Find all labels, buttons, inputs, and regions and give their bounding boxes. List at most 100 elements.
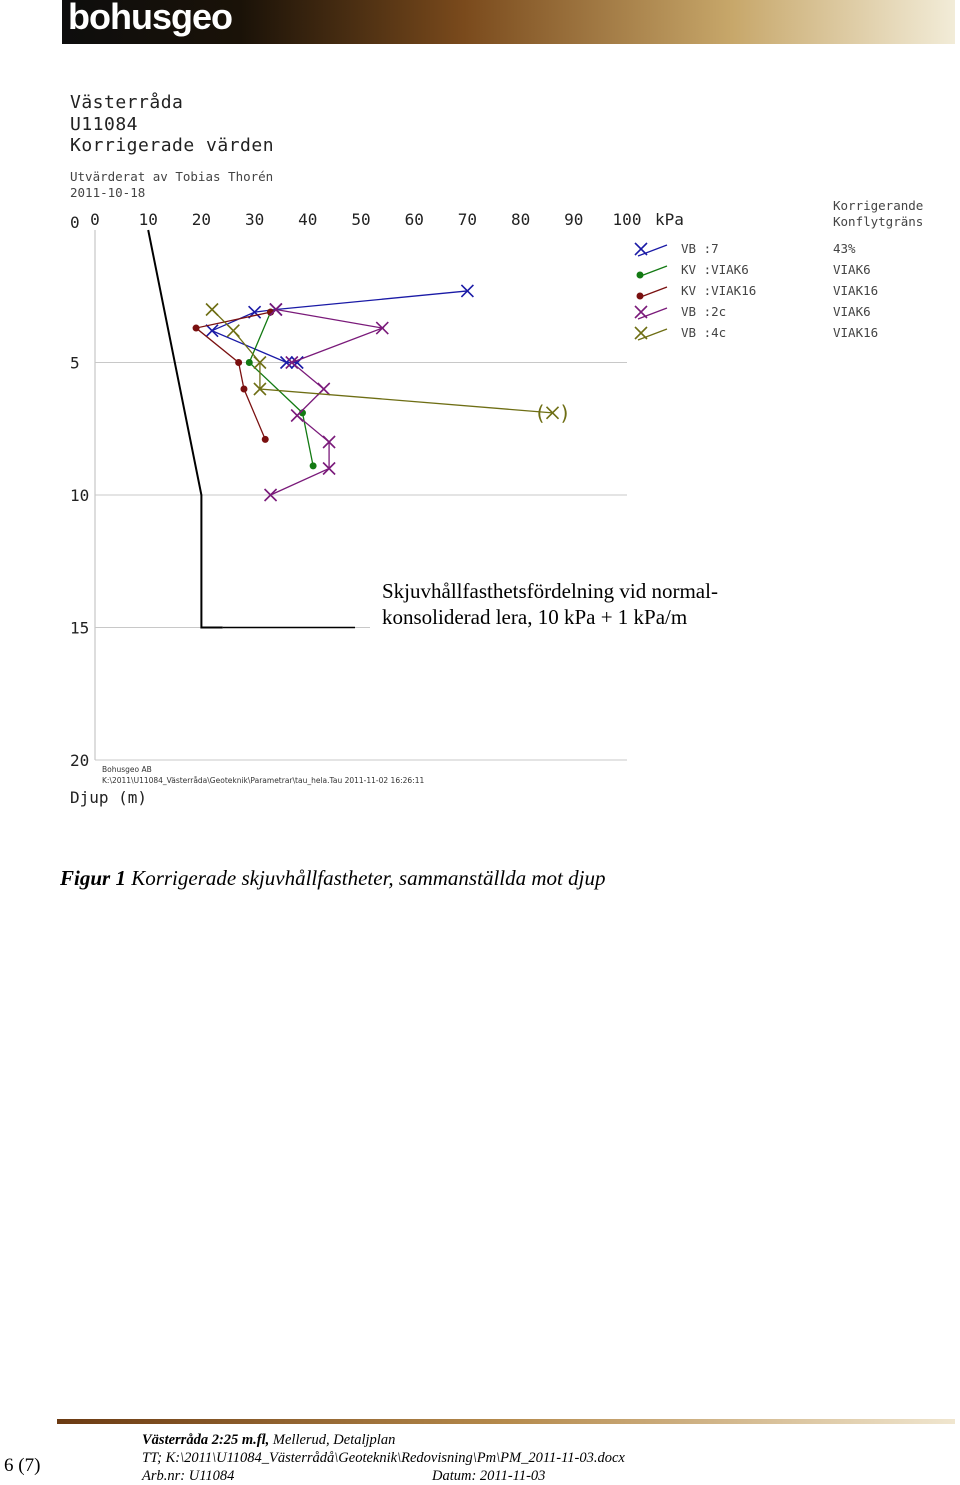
data-point-x-marker [269, 302, 283, 317]
footer-project-place: Mellerud, Detaljplan [272, 1432, 396, 1448]
legend-correction: VIAK16 [833, 283, 878, 298]
data-point-x-marker [263, 488, 278, 502]
x-tick-label: 0 [90, 210, 100, 229]
data-point-dot-marker [192, 324, 200, 332]
data-point-x-marker [322, 461, 336, 476]
legend-line [637, 328, 668, 341]
x-unit-label: kPa [655, 210, 684, 229]
evaluated-by: Utvärderat av Tobias Thorén [70, 169, 274, 184]
x-tick-label: 20 [192, 210, 211, 229]
bracket-left: ( [537, 401, 545, 425]
data-point-dot-marker [240, 385, 248, 393]
x-tick-label: 30 [245, 210, 264, 229]
figure-label: Figur 1 [60, 866, 126, 890]
data-point-dot-marker [636, 292, 644, 300]
x-tick-label: 40 [298, 210, 317, 229]
reference-line [147, 229, 223, 629]
data-point-x-marker [226, 324, 240, 338]
data-point-x-marker [460, 284, 474, 298]
reference-label-line2: konsoliderad lera, 10 kPa + 1 kPa/m [382, 605, 687, 629]
data-point-x-marker [285, 355, 299, 370]
y-tick-label: 5 [70, 354, 80, 373]
legend-series-name: KV :VIAK16 [681, 283, 756, 298]
evaluation-date: 2011-10-18 [70, 185, 146, 200]
data-point-x-marker [253, 355, 267, 370]
data-point-x-marker [375, 321, 389, 335]
series-0 [205, 284, 474, 370]
series-line [211, 309, 553, 414]
series-group: () [192, 284, 569, 502]
logo-banner [62, 0, 955, 44]
legend-series-name: VB :2c [681, 304, 726, 319]
shear-strength-chart: Skjuvhållfasthetsfördelning vid normal-k… [70, 198, 923, 807]
legend-correction: VIAK6 [833, 304, 871, 319]
series-4: () [205, 302, 569, 425]
chart-axes [94, 230, 627, 761]
data-point-dot-marker [245, 359, 253, 366]
x-tick-label: 100 [613, 210, 642, 229]
data-point-x-marker [322, 435, 336, 449]
page-number: 6 (7) [4, 1455, 41, 1476]
legend-series-name: VB :7 [681, 241, 719, 256]
data-point-dot-marker [636, 271, 644, 279]
footer-arbnr: Arb.nr: U11084 [142, 1468, 235, 1484]
series-2 [192, 308, 275, 443]
data-point-x-marker [317, 382, 331, 396]
data-point-dot-marker [309, 462, 317, 470]
data-point-x-marker [634, 305, 648, 319]
data-point-x-marker [634, 242, 648, 256]
bracket-right: ) [561, 401, 569, 425]
data-point-x-marker [545, 406, 560, 420]
x-tick-label: 90 [564, 210, 583, 229]
project-number: U11084 [70, 114, 139, 135]
legend-series-name: KV :VIAK6 [681, 262, 749, 277]
project-name: Västerråda [70, 92, 184, 113]
series-1 [245, 308, 317, 470]
legend-series-name: VB :4c [681, 325, 726, 340]
data-point-x-marker [634, 326, 648, 340]
data-point-dot-marker [235, 359, 243, 366]
chart-title: Korrigerade värden [70, 135, 275, 156]
reference-line-group: Skjuvhållfasthetsfördelning vid normal-k… [147, 229, 750, 630]
footer-datum: Datum: 2011-11-03 [432, 1468, 546, 1484]
chart-footnote: Bohusgeo AB [102, 765, 152, 774]
footer-project: Västerråda 2:25 m.fl, Mellerud, Detaljpl… [142, 1432, 395, 1449]
company-logo: bohusgeo [68, 0, 233, 37]
figure-caption: Figur 1 Korrigerade skjuvhållfastheter, … [60, 866, 605, 891]
series-line [248, 311, 314, 466]
data-point-x-marker [290, 408, 304, 423]
x-tick-label: 50 [351, 210, 370, 229]
x-tick-label: 70 [458, 210, 477, 229]
series-3 [263, 302, 389, 502]
data-point-x-marker [205, 324, 219, 338]
data-point-x-marker [279, 355, 294, 370]
data-point-x-marker [205, 302, 219, 317]
y-tick-label: 0 [70, 213, 80, 232]
y-tick-label: 10 [70, 486, 89, 505]
y-tick-label: 20 [70, 751, 89, 770]
reference-label-bg [370, 572, 750, 630]
y-tick-label: 15 [70, 619, 89, 638]
data-point-x-marker [253, 382, 267, 396]
data-point-dot-marker [261, 435, 269, 443]
series-line [210, 290, 468, 364]
x-tick-label: 60 [405, 210, 424, 229]
legend-correction: VIAK6 [833, 262, 871, 277]
legend-correction: VIAK16 [833, 325, 878, 340]
legend-correction: 43% [833, 241, 856, 256]
legend-header-2: Konflytgräns [833, 214, 923, 229]
x-tick-label: 10 [139, 210, 158, 229]
chart-footnote: K:\2011\U11084_Västerråda\Geoteknik\Para… [102, 776, 424, 785]
series-line [270, 308, 385, 496]
legend-line [637, 244, 668, 257]
legend-header-1: Korrigerande [833, 198, 923, 213]
chart-text: 0 5 10 15 20 0 10 20 30 40 50 60 70 80 90 100 kPa Djup (m… [70, 210, 684, 807]
y-axis-label: Djup (m) [70, 788, 147, 807]
footer-divider [57, 1419, 955, 1424]
footer-file-path: TT; K:\2011\U11084_Västerrådå\Geoteknik\… [142, 1450, 625, 1466]
footer-project-name: Västerråda 2:25 m.fl, [142, 1432, 270, 1448]
figure-text: Korrigerade skjuvhållfastheter, sammanst… [131, 866, 606, 890]
reference-label-line1: Skjuvhållfasthetsfördelning vid normal- [382, 579, 718, 603]
legend-line [637, 307, 668, 320]
